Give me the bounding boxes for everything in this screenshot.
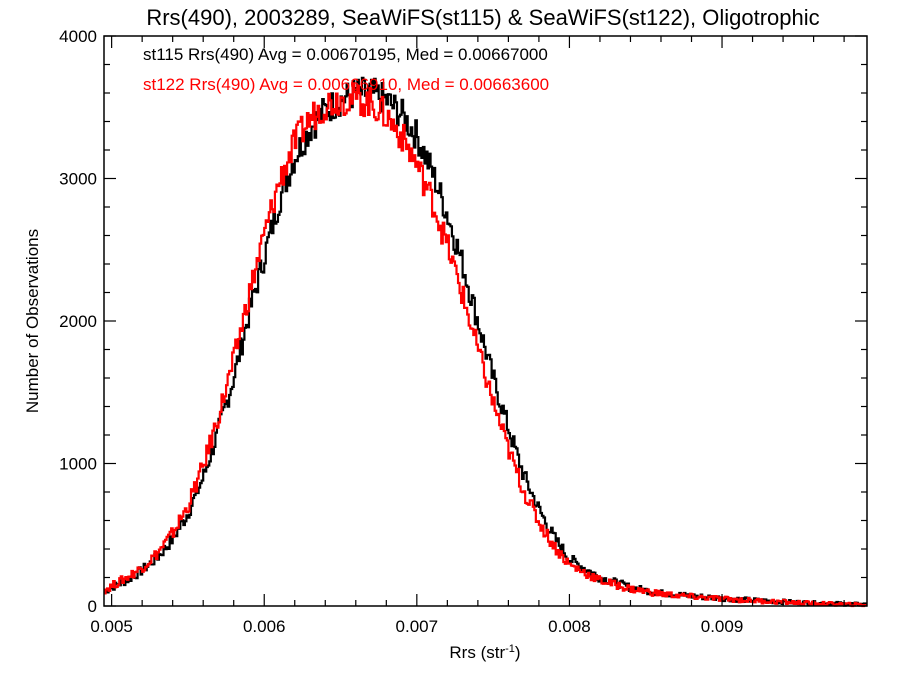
y-tick-label: 3000 <box>59 170 97 189</box>
x-tick-label: 0.009 <box>701 617 744 636</box>
x-tick-label: 0.005 <box>90 617 133 636</box>
series-st122-line <box>104 82 867 608</box>
legend-entry-st122: st122 Rrs(490) Avg = 0.00666910, Med = 0… <box>143 75 549 94</box>
series-layer <box>104 76 867 608</box>
legend: st115 Rrs(490) Avg = 0.00670195, Med = 0… <box>143 45 549 94</box>
x-tick-label: 0.007 <box>396 617 439 636</box>
y-tick-label: 4000 <box>59 27 97 46</box>
y-axis-label: Number of Observations <box>23 229 42 413</box>
x-axis-label-sup: -1 <box>505 643 515 655</box>
x-axis-label-main: Rrs (str <box>449 643 505 662</box>
x-tick-label: 0.006 <box>243 617 286 636</box>
ticks-layer: 0.005 0.006 0.007 0.008 0.009 0 1000 2000 3000 40… <box>59 27 867 636</box>
x-tick-label: 0.008 <box>548 617 591 636</box>
plot-frame <box>103 35 868 607</box>
y-tick-label: 0 <box>88 597 97 616</box>
y-tick-label: 1000 <box>59 455 97 474</box>
x-axis-label-end: ) <box>515 643 521 662</box>
legend-entry-st115: st115 Rrs(490) Avg = 0.00670195, Med = 0… <box>143 45 548 64</box>
chart-title: Rrs(490), 2003289, SeaWiFS(st115) & SeaW… <box>146 5 819 30</box>
series-st115-line <box>104 76 867 607</box>
x-axis-label: Rrs (str-1) <box>449 643 520 662</box>
y-tick-label: 2000 <box>59 312 97 331</box>
